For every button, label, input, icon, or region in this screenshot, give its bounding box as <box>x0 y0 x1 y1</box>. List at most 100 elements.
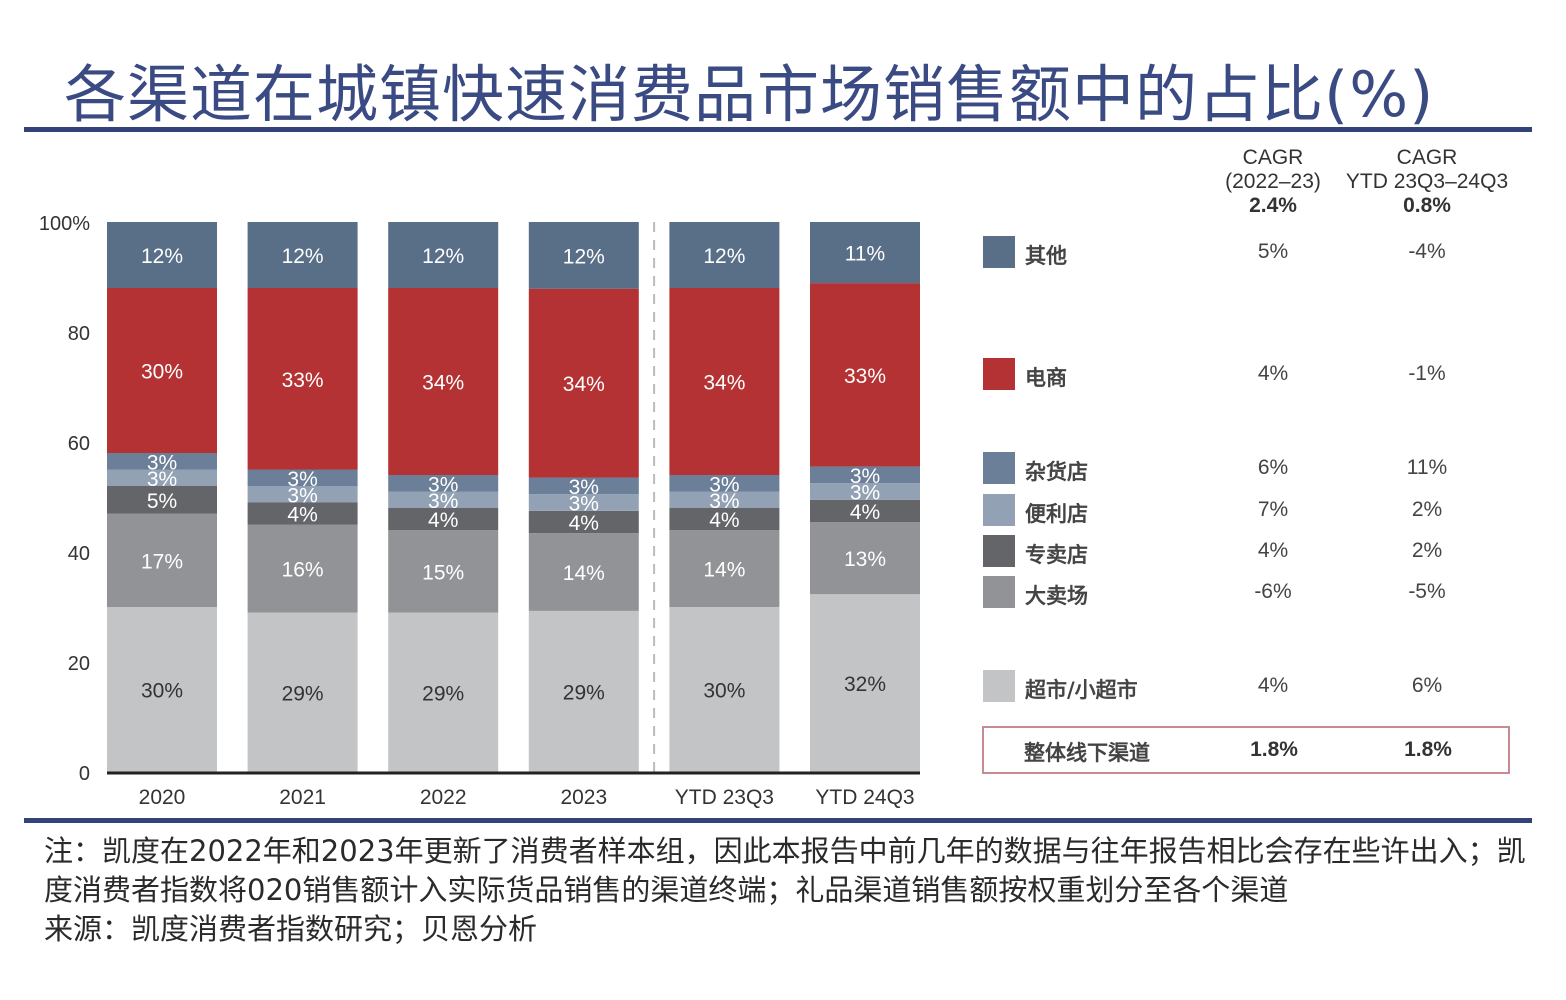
bar-segment <box>388 508 499 530</box>
bar-data-label: 30% <box>141 361 183 384</box>
bar-segment <box>107 486 217 514</box>
x-tick-label: YTD 23Q3 <box>675 786 774 809</box>
bar-data-label: 34% <box>703 372 745 395</box>
bar-data-label: 12% <box>282 245 324 268</box>
total-cagr-ytd-value: 1.8% <box>1404 738 1452 761</box>
bar-segment <box>388 491 499 508</box>
bar-segment <box>107 222 217 288</box>
bar-segment <box>247 612 358 772</box>
bar-data-label: 14% <box>703 559 745 582</box>
bar-data-label: 12% <box>703 245 745 268</box>
y-tick-label: 80 <box>68 323 90 345</box>
note-text: 注：凯度在2022年和2023年更新了消费者样本组，因此本报告中前几年的数据与往… <box>44 834 1526 907</box>
cagr-value: 4% <box>1257 539 1289 562</box>
bar-segment <box>388 222 499 288</box>
cagr-header-line2: (2022–23) <box>1225 170 1321 193</box>
bar-segment <box>669 222 780 288</box>
x-tick-label: 2022 <box>420 786 467 809</box>
bar-segment <box>388 475 499 492</box>
cagr-header-line1: CAGR <box>1242 146 1304 169</box>
footer-rule <box>24 818 1532 823</box>
bar-data-label: 29% <box>422 682 464 705</box>
x-tick-label: 2023 <box>560 786 607 809</box>
x-tick-label: YTD 24Q3 <box>815 786 914 809</box>
bar-segment <box>247 524 358 613</box>
cagr-ytd-value: 2% <box>1411 498 1443 521</box>
bar-segment <box>388 612 499 772</box>
bar-data-label: 4% <box>287 504 317 527</box>
y-tick-label: 40 <box>68 543 90 565</box>
bar-segment <box>107 453 217 470</box>
cagr-ytd-value: 2% <box>1411 539 1443 562</box>
bar-data-label: 34% <box>563 373 605 396</box>
x-tick-label: 2021 <box>279 786 326 809</box>
bar-segment <box>810 222 920 284</box>
cagr-header-line2: YTD 23Q3–24Q3 <box>1345 170 1509 193</box>
bar-data-label: 3% <box>147 451 177 474</box>
title-underline <box>24 127 1532 132</box>
cagr-ytd-value: -5% <box>1408 580 1446 603</box>
legend-row-ecommerce: 电商 4% -1% <box>983 358 1523 390</box>
cagr-value: 7% <box>1257 498 1289 521</box>
cagr-ytd-value: -4% <box>1408 240 1446 263</box>
bar-data-label: 11% <box>845 243 885 266</box>
bar-segment <box>528 510 639 534</box>
bar-data-label: 16% <box>282 559 324 582</box>
bar-data-label: 3% <box>428 473 458 496</box>
bar-data-label: 30% <box>703 680 745 703</box>
cagr-ytd-value: 11% <box>1406 456 1448 479</box>
bar-segment <box>669 288 780 475</box>
bar-segment <box>107 513 217 607</box>
cagr-ytd-value: 6% <box>1411 674 1443 697</box>
bar-segment <box>247 288 358 470</box>
bar-segment <box>528 222 639 289</box>
bar-data-label: 3% <box>287 468 317 491</box>
bar-segment <box>388 288 499 475</box>
cagr-value: 6% <box>1257 456 1289 479</box>
bar-segment <box>669 530 780 607</box>
bar-data-label: 3% <box>709 490 739 513</box>
bar-segment <box>528 477 639 495</box>
bar-segment <box>669 508 780 530</box>
bar-data-label: 3% <box>850 481 880 504</box>
bar-data-label: 4% <box>428 509 458 532</box>
legend-label: 超市/小超市 <box>1025 678 1138 702</box>
bar-segment <box>247 486 358 503</box>
legend-swatch <box>983 576 1015 608</box>
bar-segment <box>247 222 358 288</box>
page-title: 各渠道在城镇快速消费品市场销售额中的占比(%) <box>64 58 1435 131</box>
bar-segment <box>810 483 920 500</box>
legend-label: 其他 <box>1025 244 1067 268</box>
bar-segment <box>528 288 639 478</box>
total-label: 整体线下渠道 <box>1024 741 1150 765</box>
bar-data-label: 5% <box>147 490 177 513</box>
cagr-total-2022-23: 2.4% <box>1249 194 1297 217</box>
legend-row-convenience: 便利店 7% 2% <box>983 494 1523 526</box>
legend-row-grocery: 杂货店 6% 11% <box>983 452 1523 484</box>
cagr-value: -6% <box>1254 580 1292 603</box>
bar-data-label: 34% <box>422 372 464 395</box>
bar-data-label: 12% <box>563 245 605 268</box>
bar-segment <box>810 522 920 595</box>
cagr-ytd-value: -1% <box>1408 362 1446 385</box>
bar-data-label: 32% <box>844 673 886 696</box>
x-tick-label: 2020 <box>139 786 186 809</box>
bar-segment <box>107 288 217 453</box>
bar-segment <box>669 475 780 492</box>
bar-data-label: 29% <box>563 681 605 704</box>
bar-segment <box>247 469 358 486</box>
cagr-value: 4% <box>1257 362 1289 385</box>
y-tick-label: 20 <box>68 653 90 675</box>
legend-label: 专卖店 <box>1025 543 1088 567</box>
footnotes: 注：凯度在2022年和2023年更新了消费者样本组，因此本报告中前几年的数据与往… <box>44 832 1534 949</box>
bar-data-label: 29% <box>282 682 324 705</box>
legend-swatch <box>983 236 1015 268</box>
bar-data-label: 4% <box>709 509 739 532</box>
offline-total-box: 整体线下渠道 1.8% 1.8% <box>982 726 1510 774</box>
bar-data-label: 4% <box>850 501 880 524</box>
legend-row-specialty: 专卖店 4% 2% <box>983 535 1523 567</box>
legend-label: 电商 <box>1025 366 1067 390</box>
cagr-header-ytd: CAGR YTD 23Q3–24Q3 0.8% <box>1336 146 1518 218</box>
total-cagr-value: 1.8% <box>1250 738 1298 761</box>
legend-label: 杂货店 <box>1025 460 1088 484</box>
